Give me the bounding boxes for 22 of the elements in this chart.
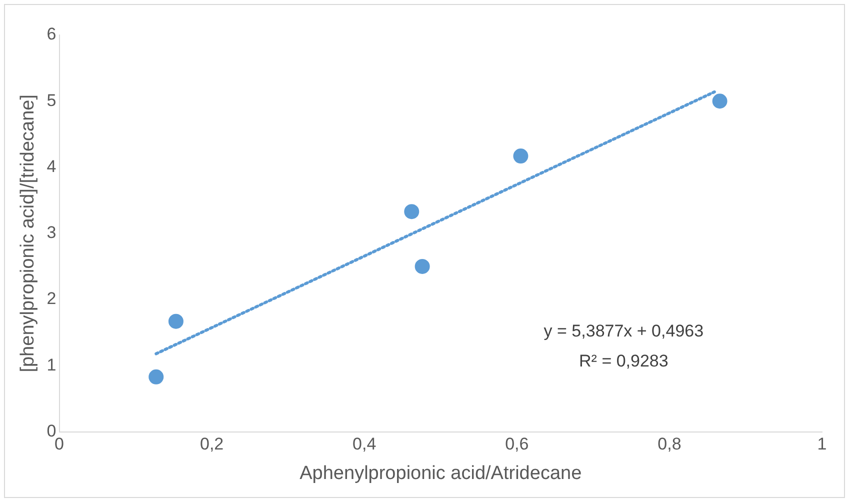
x-tick-label: 0,8: [658, 434, 682, 454]
x-tick-label: 1: [817, 434, 827, 454]
x-tick-label: 0,6: [505, 434, 529, 454]
point: [513, 148, 528, 164]
y-tick-label: 1: [46, 355, 56, 374]
y-tick-label: 6: [46, 24, 56, 44]
y-tick-label: 4: [46, 156, 56, 176]
x-tick-label: 0,2: [200, 434, 224, 454]
y-tick-label: 3: [46, 223, 56, 242]
point: [168, 314, 184, 329]
point: [414, 258, 430, 274]
y-tick-label: 0: [46, 421, 56, 440]
x-axis-title: Aphenylpropionic acid/Atridecane: [300, 462, 582, 484]
point: [712, 94, 728, 109]
point: [404, 204, 420, 220]
y-axis-title: [phenylpropionic acid]/[tridecane]: [18, 94, 39, 372]
x-tick-label: 0,4: [352, 434, 376, 454]
y-tick-label: 5: [46, 90, 56, 110]
annotation: y = 5,3877x + 0,4963: [544, 322, 704, 341]
y-tick-label: 2: [46, 289, 56, 308]
annotation: R² = 0,9283: [579, 352, 668, 371]
point: [148, 369, 164, 384]
